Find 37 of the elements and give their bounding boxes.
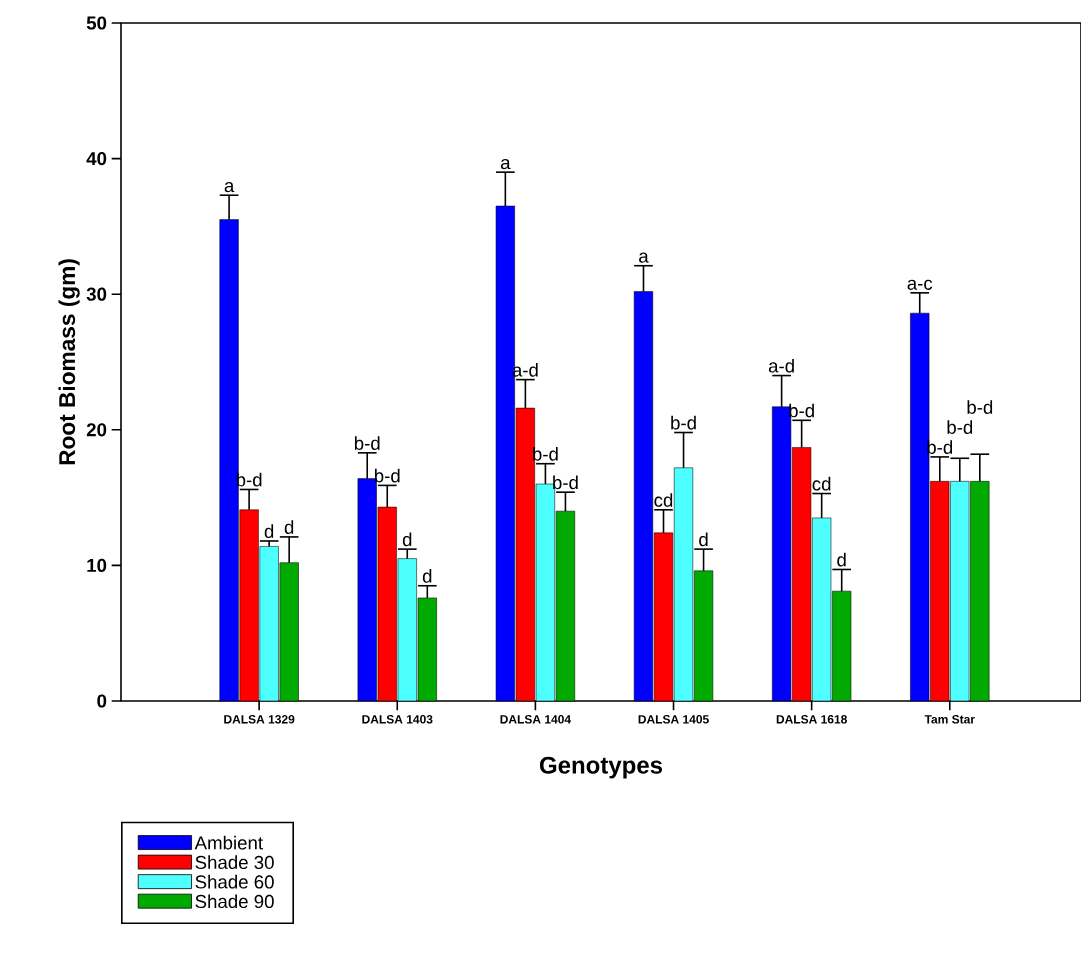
legend-label: Shade 30: [195, 855, 274, 870]
annotation: b-d: [967, 400, 993, 414]
annotation: a: [639, 252, 649, 263]
legend-label: Ambient: [194, 835, 263, 850]
annotation: d: [837, 552, 846, 567]
y-tick-label: 50: [86, 16, 107, 30]
legend-label: Shade 60: [195, 874, 274, 889]
annotation: d: [402, 532, 412, 547]
annotation: b-d: [947, 420, 973, 434]
annotation: b-d: [553, 475, 578, 490]
annotation: d: [699, 532, 708, 547]
x-tick-label: DALSA 1618: [776, 715, 847, 724]
annotation: a: [500, 158, 511, 170]
annotation: a-d: [768, 358, 794, 373]
x-tick-label: DALSA 1405: [638, 715, 709, 724]
y-tick-label: 10: [87, 558, 107, 573]
x-tick-label: DALSA 1403: [362, 715, 433, 724]
annotation: b-d: [374, 468, 400, 483]
legend-label: Shade 90: [195, 894, 274, 909]
annotation: a: [224, 182, 235, 193]
annotation: a-c: [907, 279, 933, 290]
x-axis-title: Genotypes: [539, 756, 663, 779]
annotation: d: [422, 569, 432, 583]
x-tick-label: DALSA 1404: [500, 715, 571, 724]
annotation: d: [264, 524, 274, 539]
annotation: cd: [812, 476, 831, 491]
y-tick-label: 40: [86, 151, 107, 166]
annotation: d: [284, 520, 294, 534]
y-tick-label: 30: [86, 287, 107, 301]
y-axis-title: Root Biomass (gm): [58, 259, 80, 465]
y-tick-label: 20: [86, 423, 107, 437]
x-tick-label: DALSA 1329: [224, 715, 295, 724]
annotation: b-d: [354, 436, 380, 450]
annotation: b-d: [671, 415, 696, 430]
y-tick-label: 0: [97, 694, 107, 708]
annotation: cd: [654, 493, 673, 507]
x-tick-label: Tam Star: [924, 715, 975, 724]
